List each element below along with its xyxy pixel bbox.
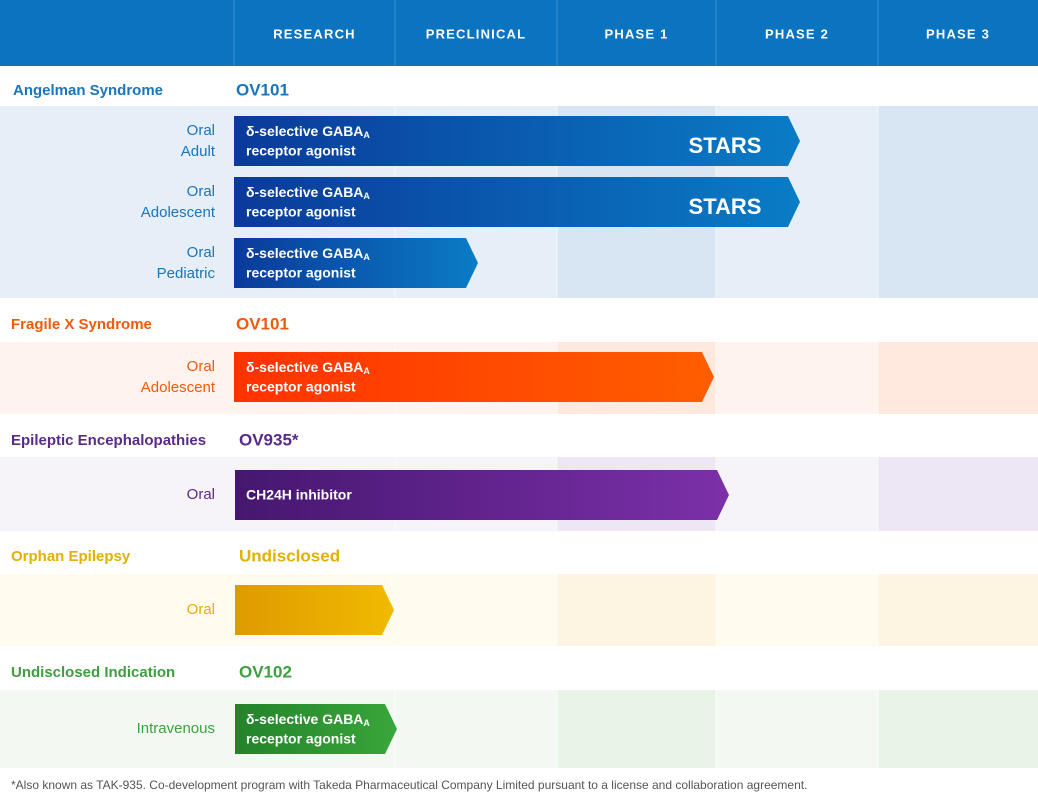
bar-subscript: A xyxy=(363,252,370,262)
stage-bar xyxy=(234,116,800,166)
bar-subscript: A xyxy=(363,718,370,728)
band-column xyxy=(557,574,716,646)
bar-text: δ-selective GABA xyxy=(246,184,363,200)
population: Adult xyxy=(181,143,216,160)
bar-label: receptor agonist xyxy=(246,204,356,220)
population: Pediatric xyxy=(157,265,216,282)
bar-subscript: A xyxy=(363,191,370,201)
route: Oral xyxy=(187,122,215,139)
bar-label: receptor agonist xyxy=(246,265,356,281)
bar-label: receptor agonist xyxy=(246,379,356,395)
band-column xyxy=(878,574,1038,646)
stage-bar xyxy=(234,238,478,288)
stage-bar xyxy=(235,704,397,754)
bar-label: δ-selective GABAA xyxy=(246,359,370,377)
phase-label: RESEARCH xyxy=(273,26,356,41)
bar-subscript: A xyxy=(363,366,370,376)
study-logo: STARS xyxy=(689,133,762,158)
route: Oral xyxy=(187,358,215,375)
bar-label: receptor agonist xyxy=(246,143,356,159)
indication: Epileptic Encephalopathies xyxy=(11,432,206,449)
stage-bar xyxy=(235,470,729,520)
band-column xyxy=(878,457,1038,531)
indication: Fragile X Syndrome xyxy=(11,316,152,333)
band xyxy=(0,574,1038,646)
bar-text: δ-selective GABA xyxy=(246,245,363,261)
bar-text: δ-selective GABA xyxy=(246,359,363,375)
route: Oral xyxy=(187,244,215,261)
route: Oral xyxy=(187,601,215,618)
bar-label: δ-selective GABAA xyxy=(246,245,370,263)
bar-label: CH24H inhibitor xyxy=(246,487,352,503)
bar-subscript: A xyxy=(363,130,370,140)
study-logo: STARS xyxy=(689,194,762,219)
stage-bar xyxy=(235,585,394,635)
bar-text: δ-selective GABA xyxy=(246,711,363,727)
band-column xyxy=(878,690,1038,768)
compound: OV102 xyxy=(239,662,292,681)
indication: Orphan Epilepsy xyxy=(11,548,131,565)
band-column xyxy=(878,342,1038,414)
bar-label: δ-selective GABAA xyxy=(246,123,370,141)
route: Intravenous xyxy=(137,720,215,737)
band-column xyxy=(557,690,716,768)
phase-label: PRECLINICAL xyxy=(426,26,527,41)
compound: Undisclosed xyxy=(239,546,340,565)
route: Oral xyxy=(187,486,215,503)
population: Adolescent xyxy=(141,204,216,221)
compound: OV101 xyxy=(236,80,289,99)
bar-label: δ-selective GABAA xyxy=(246,711,370,729)
band-column xyxy=(878,106,1038,298)
footnote: *Also known as TAK-935. Co-development p… xyxy=(11,778,807,792)
compound: OV935* xyxy=(239,430,299,449)
indication: Undisclosed Indication xyxy=(11,664,175,681)
compound: OV101 xyxy=(236,314,289,333)
bar-label: δ-selective GABAA xyxy=(246,184,370,202)
indication: Angelman Syndrome xyxy=(13,82,163,99)
band xyxy=(0,690,1038,768)
bar-label: receptor agonist xyxy=(246,731,356,747)
phase-label: PHASE 3 xyxy=(926,26,990,41)
header-bar xyxy=(0,0,1038,66)
bar-text: δ-selective GABA xyxy=(246,123,363,139)
route: Oral xyxy=(187,183,215,200)
phase-label: PHASE 1 xyxy=(604,26,668,41)
stage-bar xyxy=(234,177,800,227)
population: Adolescent xyxy=(141,379,216,396)
stage-bar xyxy=(234,352,714,402)
phase-label: PHASE 2 xyxy=(765,26,829,41)
